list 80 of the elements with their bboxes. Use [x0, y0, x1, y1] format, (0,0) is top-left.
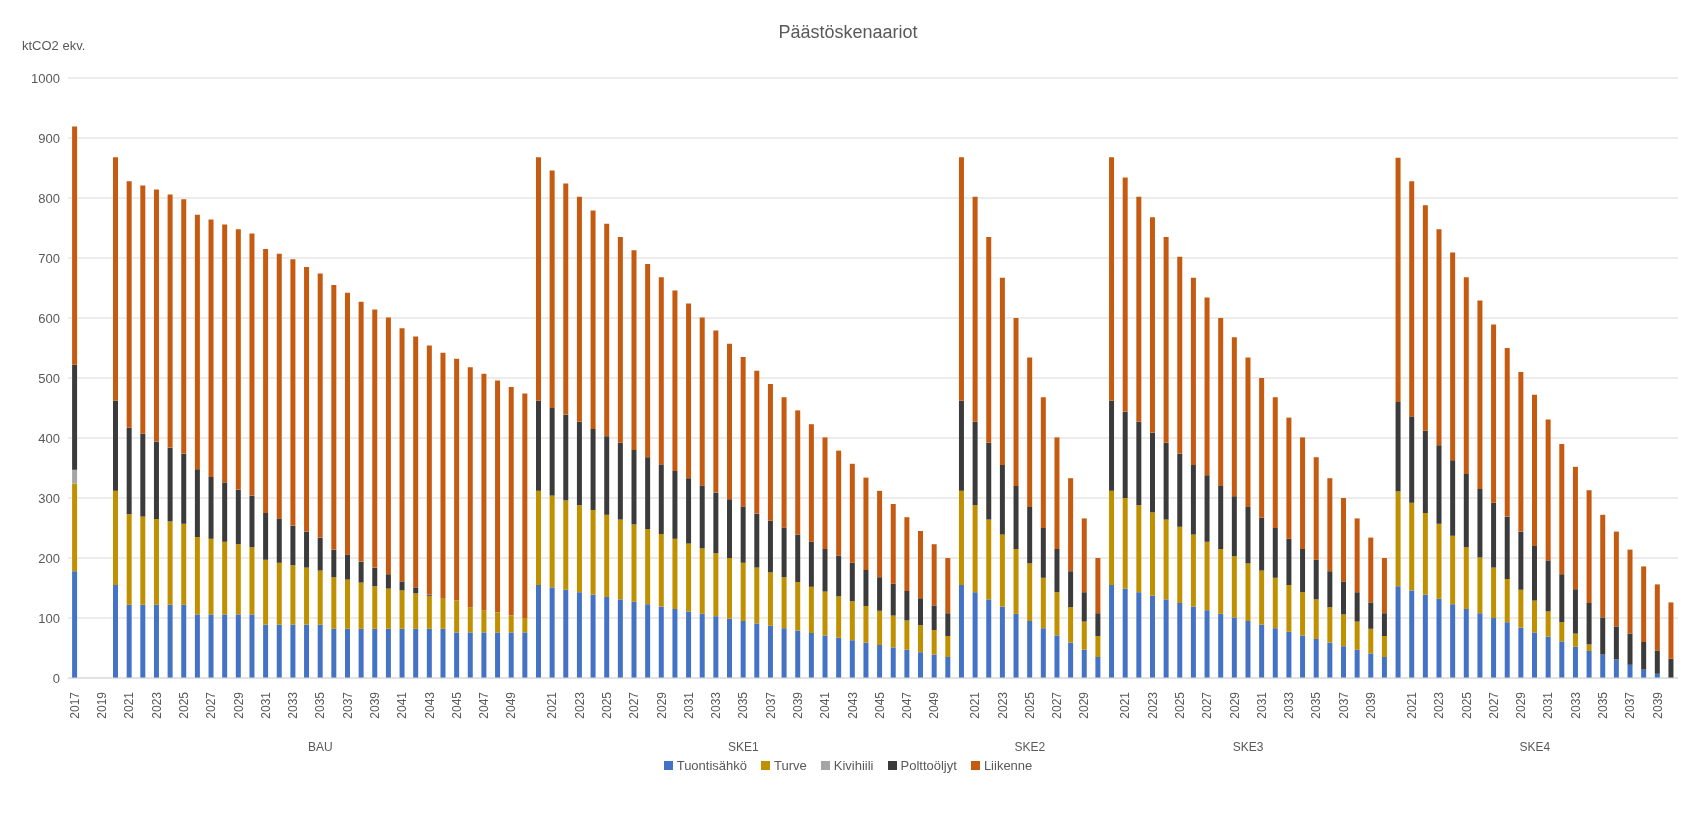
x-tick-label: 2023 — [1145, 691, 1160, 719]
y-tick-label: 300 — [38, 490, 60, 506]
x-tick-label: 2049 — [927, 691, 942, 719]
y-tick-label: 1000 — [31, 70, 60, 86]
x-tick-label: 2041 — [395, 691, 410, 719]
x-tick-label: 2029 — [231, 691, 246, 719]
x-tick-label: 2047 — [477, 691, 492, 719]
y-tick-label: 200 — [38, 550, 60, 566]
x-tick-label: 2043 — [845, 691, 860, 719]
x-tick-label: 2019 — [95, 691, 110, 719]
legend-label: Polttoöljyt — [899, 758, 957, 773]
legend-label: Kivihiili — [832, 758, 874, 773]
x-tick-label: 2021 — [1118, 691, 1133, 719]
x-tick-label: 2049 — [504, 691, 519, 719]
x-tick-label: 2023 — [572, 691, 587, 719]
x-tick-label: 2031 — [1541, 691, 1556, 719]
x-tick-label: 2039 — [790, 691, 805, 719]
legend-label: Tuontisähkö — [675, 758, 748, 773]
x-tick-label: 2031 — [1254, 691, 1269, 719]
y-tick-label: 400 — [38, 430, 60, 446]
x-tick-label: 2035 — [736, 691, 751, 719]
x-tick-label: 2045 — [449, 691, 464, 719]
chart-title: Päästöskenaariot — [778, 22, 918, 42]
y-tick-label: 100 — [38, 610, 60, 626]
x-tick-label: 2043 — [422, 691, 437, 719]
text: BAU — [307, 740, 334, 754]
x-tick-label: 2021 — [545, 691, 560, 719]
x-tick-label: 2025 — [599, 691, 614, 719]
x-tick-label: 2027 — [1486, 691, 1501, 719]
x-tick-label: 2033 — [1282, 691, 1297, 719]
x-tick-label: 2035 — [1595, 691, 1610, 719]
x-tick-label: 2035 — [313, 691, 328, 719]
x-tick-label: 2023 — [995, 691, 1010, 719]
x-tick-label: 2027 — [204, 691, 219, 719]
x-tick-label: 2039 — [1650, 691, 1665, 719]
x-tick-label: 2027 — [627, 691, 642, 719]
x-tick-label: 2037 — [1623, 691, 1638, 719]
x-tick-label: 2041 — [818, 691, 833, 719]
x-tick-label: 2047 — [900, 691, 915, 719]
x-tick-label: 2025 — [176, 691, 191, 719]
x-tick-label: 2021 — [968, 691, 983, 719]
x-tick-label: 2035 — [1309, 691, 1324, 719]
x-tick-label: 2045 — [872, 691, 887, 719]
y-tick-label: 600 — [38, 310, 60, 326]
legend-label: Turve — [773, 758, 807, 773]
x-tick-label: 2021 — [1404, 691, 1419, 719]
x-tick-label: 2027 — [1200, 691, 1215, 719]
y-axis-title: ktCO2 ekv. — [22, 38, 86, 53]
x-tick-label: 2029 — [1077, 691, 1092, 719]
y-tick-label: 700 — [38, 250, 60, 266]
x-tick-label: 2033 — [1568, 691, 1583, 719]
y-tick-label: 0 — [52, 670, 60, 686]
x-tick-label: 2025 — [1022, 691, 1037, 719]
x-tick-label: 2039 — [1364, 691, 1379, 719]
x-tick-label: 2031 — [258, 691, 273, 719]
text: SKE1 — [727, 740, 760, 754]
x-tick-label: 2037 — [763, 691, 778, 719]
x-tick-label: 2037 — [340, 691, 355, 719]
text: SKE2 — [1013, 740, 1047, 754]
legend-label: Liikenne — [982, 758, 1033, 773]
x-tick-label: 2033 — [286, 691, 301, 719]
y-tick-label: 500 — [38, 370, 60, 386]
x-tick-label: 2023 — [1432, 691, 1447, 719]
x-tick-label: 2029 — [1514, 691, 1529, 719]
x-tick-label: 2033 — [709, 691, 724, 719]
y-tick-label: 800 — [38, 190, 60, 206]
x-tick-label: 2029 — [654, 691, 669, 719]
x-tick-label: 2017 — [67, 691, 82, 719]
x-tick-label: 2039 — [367, 691, 382, 719]
x-tick-label: 2037 — [1336, 691, 1351, 719]
x-tick-label: 2027 — [1050, 691, 1065, 719]
x-tick-label: 2025 — [1172, 691, 1187, 719]
y-tick-label: 900 — [38, 130, 60, 146]
text: SKE4 — [1518, 740, 1552, 754]
x-tick-label: 2029 — [1227, 691, 1242, 719]
x-tick-label: 2021 — [122, 691, 137, 719]
x-tick-label: 2025 — [1459, 691, 1474, 719]
text: SKE3 — [1231, 740, 1265, 754]
x-tick-label: 2031 — [681, 691, 696, 719]
x-tick-label: 2023 — [149, 691, 164, 719]
